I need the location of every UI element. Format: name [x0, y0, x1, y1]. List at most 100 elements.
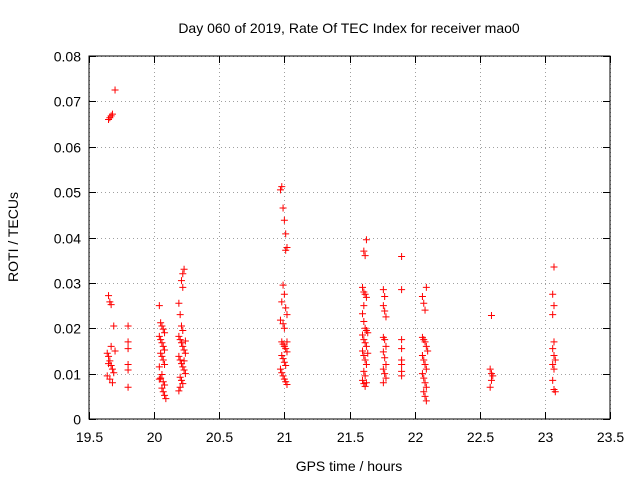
- data-point: [179, 380, 187, 388]
- data-point: [155, 363, 163, 371]
- y-tick-label: 0.08: [54, 49, 81, 65]
- y-tick-label: 0.03: [54, 276, 81, 292]
- data-point: [550, 263, 558, 271]
- data-point: [158, 339, 166, 347]
- data-point: [549, 376, 557, 384]
- x-tick-label: 22: [408, 429, 424, 445]
- data-point: [362, 379, 370, 387]
- data-point: [382, 342, 390, 350]
- data-point: [107, 342, 115, 350]
- data-point: [180, 346, 188, 354]
- data-point: [175, 332, 183, 340]
- data-point: [124, 366, 132, 374]
- data-point: [124, 338, 132, 346]
- data-point: [107, 112, 115, 120]
- x-tick-label: 21.5: [337, 429, 364, 445]
- data-point: [283, 311, 291, 319]
- data-point: [110, 369, 118, 377]
- data-point: [176, 383, 184, 391]
- x-tick-label: 22.5: [467, 429, 494, 445]
- x-tick-label: 20: [147, 429, 163, 445]
- data-point: [278, 183, 286, 191]
- data-point: [422, 383, 430, 391]
- data-point: [279, 372, 287, 380]
- data-point: [283, 348, 291, 356]
- data-point: [124, 322, 132, 330]
- data-point: [279, 281, 287, 289]
- data-point: [364, 329, 372, 337]
- data-point: [359, 347, 367, 355]
- data-point: [362, 236, 370, 244]
- data-point: [161, 346, 169, 354]
- data-point: [418, 292, 426, 300]
- data-point: [176, 336, 184, 344]
- data-point: [421, 338, 429, 346]
- data-point: [282, 304, 290, 312]
- data-point: [162, 395, 170, 403]
- data-point: [489, 372, 497, 380]
- data-point: [362, 342, 370, 350]
- data-point: [177, 277, 185, 285]
- data-point: [179, 342, 187, 350]
- data-point: [159, 325, 167, 333]
- data-point: [180, 265, 188, 273]
- data-point: [421, 379, 429, 387]
- data-point: [382, 361, 390, 369]
- data-point: [486, 383, 494, 391]
- data-point: [279, 204, 287, 212]
- data-point: [105, 116, 113, 124]
- data-point: [379, 379, 387, 387]
- x-axis-label: GPS time / hours: [296, 458, 403, 474]
- data-point: [424, 347, 432, 355]
- data-point: [155, 332, 163, 340]
- data-point: [158, 322, 166, 330]
- data-point: [398, 361, 406, 369]
- x-tick-label: 20.5: [206, 429, 233, 445]
- data-point: [278, 369, 286, 377]
- data-point: [379, 348, 387, 356]
- data-point: [549, 290, 557, 298]
- data-point: [549, 361, 557, 369]
- data-point: [177, 322, 185, 330]
- data-point: [381, 336, 389, 344]
- data-point: [181, 370, 189, 378]
- data-point: [105, 292, 113, 300]
- data-point: [280, 324, 288, 332]
- data-point: [175, 299, 183, 307]
- data-point: [421, 392, 429, 400]
- data-point: [359, 376, 367, 384]
- data-point: [124, 383, 132, 391]
- data-point: [362, 293, 370, 301]
- data-point: [361, 252, 369, 260]
- data-point: [364, 349, 372, 357]
- data-point: [108, 110, 116, 118]
- data-point: [158, 371, 166, 379]
- data-point: [282, 246, 290, 254]
- data-point: [276, 365, 284, 373]
- data-point: [283, 338, 291, 346]
- data-point: [282, 361, 290, 369]
- y-tick-label: 0.05: [54, 185, 81, 201]
- data-point: [276, 186, 284, 194]
- data-point: [161, 391, 169, 399]
- data-point: [360, 351, 368, 359]
- data-point: [398, 345, 406, 353]
- data-point: [280, 216, 288, 224]
- data-point: [111, 347, 119, 355]
- data-point: [179, 363, 187, 371]
- y-tick-label: 0.04: [54, 231, 81, 247]
- data-point: [176, 311, 184, 319]
- data-point: [551, 356, 559, 364]
- data-point: [176, 356, 184, 364]
- data-point: [175, 387, 183, 395]
- data-point: [157, 349, 165, 357]
- data-point: [177, 339, 185, 347]
- data-point: [420, 299, 428, 307]
- y-axis-tick-labels: 0 0.01 0.02 0.03 0.04 0.05 0.06 0.07 0.08: [54, 49, 81, 428]
- data-point: [279, 320, 287, 328]
- data-point: [161, 361, 169, 369]
- data-point: [381, 370, 389, 378]
- data-point: [106, 114, 114, 122]
- data-point: [179, 327, 187, 335]
- data-point: [282, 230, 290, 238]
